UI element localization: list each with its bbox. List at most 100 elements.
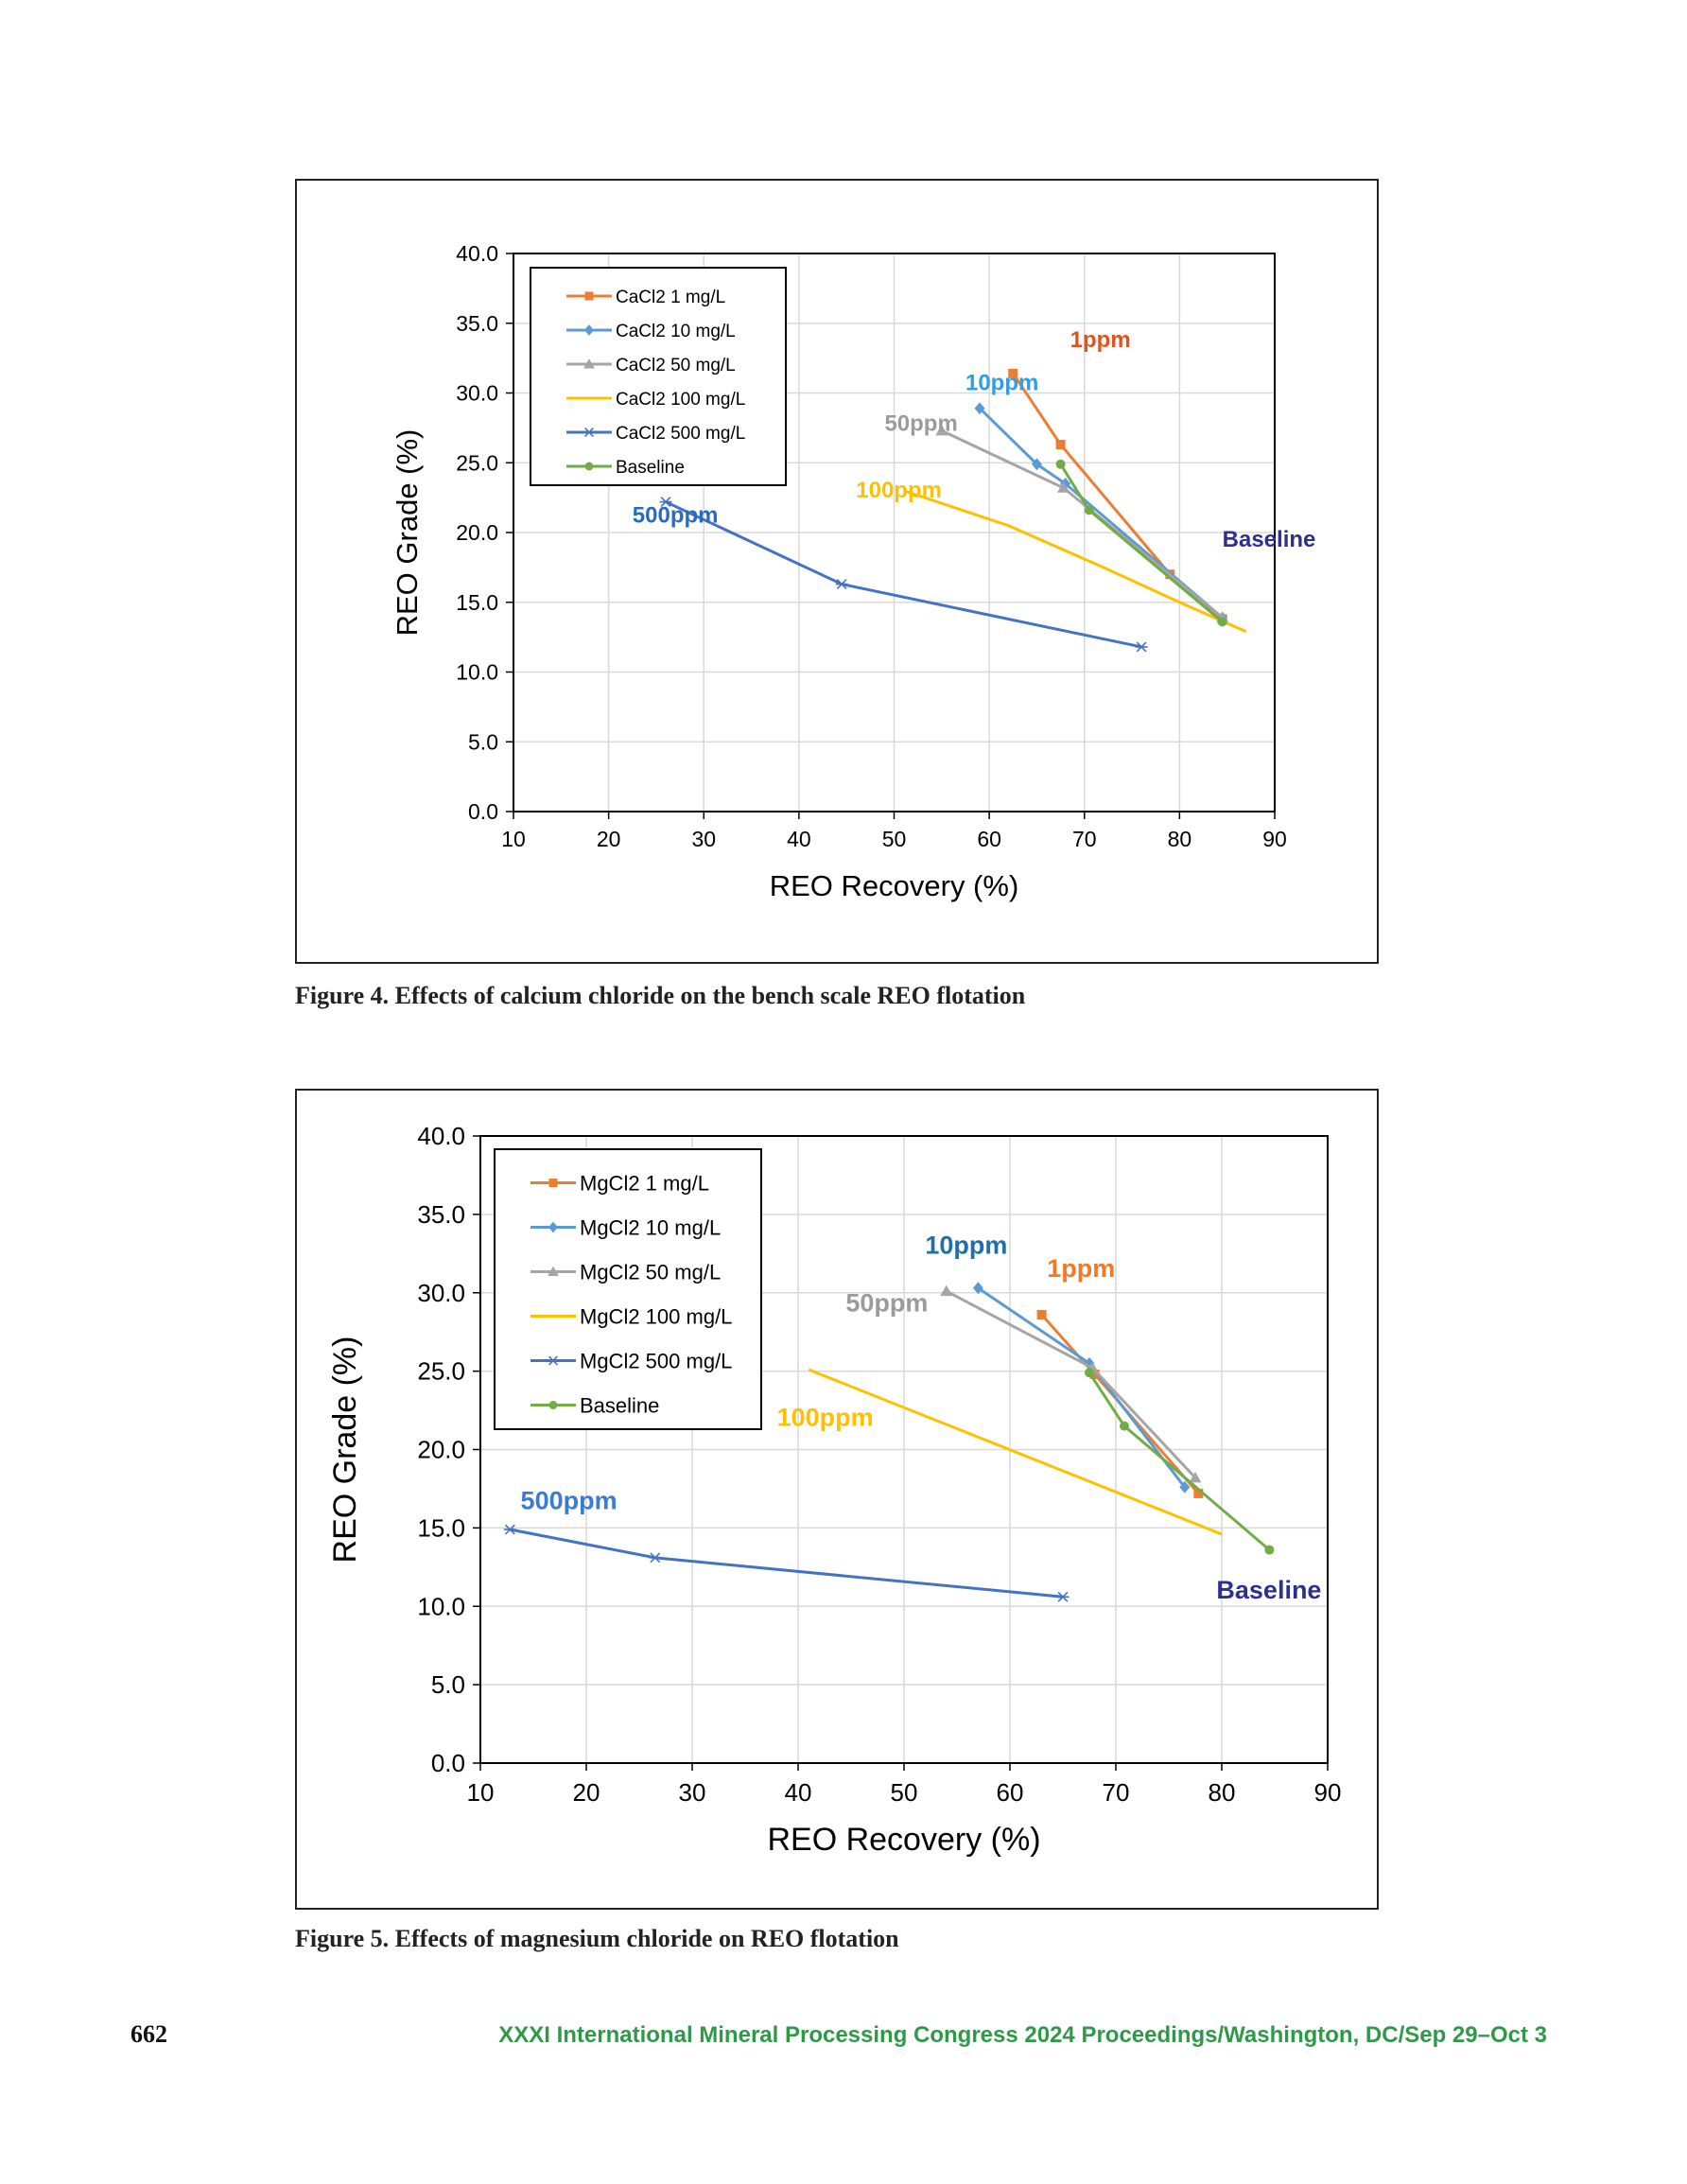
data-point-circle: [1085, 1368, 1094, 1378]
x-tick-label: 80: [1168, 827, 1192, 851]
annotation-label: 50ppm: [884, 411, 957, 436]
x-tick-label: 30: [691, 827, 716, 851]
data-point-diamond: [1084, 1356, 1095, 1370]
running-footer: XXXI International Mineral Processing Co…: [498, 2022, 1547, 2048]
data-point-circle: [1055, 459, 1066, 469]
annotation-label: 10ppm: [925, 1231, 1007, 1259]
legend-entry: CaCl2 500 mg/L: [566, 424, 745, 444]
x-tick-label: 50: [882, 827, 907, 851]
series-cacl2-1-mg-l: [1008, 368, 1227, 624]
y-tick-label: 20.0: [417, 1436, 465, 1464]
annotation-label: Baseline: [1216, 1576, 1321, 1604]
plot-area-border: [513, 253, 1276, 812]
y-tick-label: 5.0: [431, 1670, 465, 1699]
annotation-label: 10ppm: [965, 371, 1038, 396]
y-tick-label: 15.0: [417, 1513, 465, 1542]
legend-entry: CaCl2 100 mg/L: [566, 390, 745, 410]
data-point-circle: [1119, 1421, 1129, 1431]
legend-entry-label: Baseline: [580, 1393, 659, 1417]
y-tick-label: 10.0: [417, 1592, 465, 1620]
legend-box: [494, 1148, 762, 1430]
data-point-diamond: [584, 324, 594, 336]
series-line: [665, 500, 1142, 649]
data-point-diamond: [1179, 1480, 1191, 1494]
data-point-circle: [548, 1401, 558, 1409]
x-tick-label: 30: [679, 1778, 706, 1807]
y-tick-label: 30.0: [417, 1279, 465, 1307]
legend-entry-label: MgCl2 500 mg/L: [580, 1349, 732, 1372]
series-mgcl2-1-mg-l: [1036, 1309, 1204, 1498]
y-tick-label: 5.0: [468, 729, 498, 754]
data-point-diamond: [972, 1282, 983, 1295]
series-line: [941, 428, 1224, 620]
series-line: [979, 407, 1224, 620]
legend-entry: Baseline: [566, 458, 685, 478]
x-tick-label: 40: [785, 1778, 812, 1807]
x-tick-label: 20: [597, 827, 621, 851]
legend-entry-label: CaCl2 1 mg/L: [616, 288, 725, 307]
data-point-square: [584, 291, 594, 301]
data-point-triangle: [1057, 481, 1070, 493]
series-line: [808, 1368, 1223, 1536]
figure-5-caption: Figure 5. Effects of magnesium chloride …: [295, 1925, 899, 1952]
x-tick-label: 90: [1314, 1778, 1342, 1807]
series-mgcl2-100-mg-l: [808, 1368, 1223, 1536]
legend-entry-label: MgCl2 100 mg/L: [580, 1304, 732, 1328]
legend-entry: CaCl2 10 mg/L: [566, 322, 736, 341]
y-tick-label: 15.0: [456, 590, 498, 615]
series-mgcl2-10-mg-l: [972, 1282, 1191, 1494]
data-point-circle: [1264, 1545, 1275, 1555]
data-point-square: [548, 1179, 558, 1187]
legend-entry: MgCl2 500 mg/L: [530, 1349, 732, 1372]
y-axis-title: REO Grade (%): [391, 429, 424, 637]
data-point-triangle: [548, 1266, 559, 1276]
data-point-square: [1008, 368, 1018, 378]
x-tick-label: 10: [501, 827, 526, 851]
y-axis-title: REO Grade (%): [327, 1337, 363, 1564]
x-tick-label: 90: [1262, 827, 1287, 851]
x-tick-label: 80: [1209, 1778, 1236, 1807]
y-tick-label: 0.0: [468, 799, 498, 824]
legend-entry-label: MgCl2 50 mg/L: [580, 1260, 721, 1284]
legend-entry-label: MgCl2 10 mg/L: [580, 1215, 721, 1239]
data-point-triangle: [583, 358, 595, 369]
y-tick-label: 0.0: [431, 1749, 465, 1777]
data-point-triangle: [1189, 1471, 1202, 1483]
x-tick-label: 60: [977, 827, 1001, 851]
legend-entry-label: CaCl2 500 mg/L: [616, 424, 745, 444]
series-line: [903, 489, 1247, 634]
x-tick-label: 70: [1072, 827, 1097, 851]
data-point-star: [649, 1552, 662, 1564]
series-cacl2-50-mg-l: [935, 424, 1229, 622]
series-baseline: [1055, 459, 1227, 627]
data-point-square: [1036, 1309, 1047, 1319]
figure-5-frame: 10 20 30 40 50 60 70 80 90 0.0 5.0 10.0 15.0 20.0 25.0…: [295, 1089, 1379, 1910]
figure-4-chart: 10 20 30 40 50 60 70 80 90 0.0 5.0 10.0 15.0 20.0 25.0…: [391, 241, 1315, 902]
series-cacl2-100-mg-l: [903, 489, 1247, 634]
annotation-label: 500ppm: [521, 1486, 617, 1514]
y-tick-label: 10.0: [456, 660, 498, 685]
y-tick-label: 40.0: [456, 241, 498, 266]
y-tick-label: 25.0: [417, 1357, 465, 1386]
series-line: [977, 1286, 1186, 1489]
figure-5-chart: 10 20 30 40 50 60 70 80 90 0.0 5.0 10.0 15.0 20.0 25.0…: [327, 1122, 1342, 1858]
x-tick-label: 40: [787, 827, 811, 851]
legend-entry-label: Baseline: [616, 458, 685, 478]
data-point-square: [1055, 440, 1066, 450]
series-cacl2-500-mg-l: [659, 497, 1148, 653]
legend-entry-label: CaCl2 100 mg/L: [616, 390, 745, 410]
legend-box: [530, 267, 787, 486]
annotation-label: 50ppm: [845, 1289, 928, 1318]
x-tick-label: 50: [891, 1778, 918, 1807]
legend-entry: MgCl2 100 mg/L: [530, 1304, 732, 1328]
x-axis-title: REO Recovery (%): [767, 1822, 1040, 1858]
data-point-diamond: [974, 402, 985, 415]
data-point-star: [1056, 1591, 1070, 1602]
series-line: [510, 1528, 1064, 1599]
y-tick-label: 20.0: [456, 520, 498, 545]
legend-entry-label: CaCl2 10 mg/L: [616, 322, 736, 341]
y-tick-label: 35.0: [417, 1200, 465, 1229]
data-point-star: [659, 497, 672, 507]
data-point-square: [1089, 1369, 1100, 1379]
x-axis-title: REO Recovery (%): [770, 869, 1019, 902]
